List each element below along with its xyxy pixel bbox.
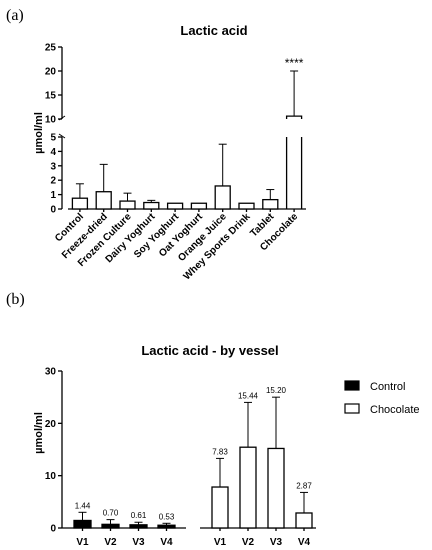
bar (95, 191, 112, 210)
y-tick-label: 5 (50, 133, 56, 144)
bar (262, 198, 279, 210)
axis-break-mark (58, 133, 66, 139)
data-label: 0.61 (131, 511, 147, 520)
significance-annotation: **** (285, 56, 304, 70)
bar (295, 512, 313, 529)
legend-swatch (344, 403, 360, 414)
legend-swatch (344, 380, 360, 391)
x-tick-label: V2 (104, 537, 117, 548)
x-tick-label: V4 (160, 537, 173, 548)
chart-a-ylabel: µmol/ml (33, 112, 45, 154)
chart-a-title: Lactic acid (180, 23, 247, 38)
bar (267, 447, 285, 529)
y-tick-label: 20 (45, 419, 57, 430)
chart-b-legend: Control Chocolate (344, 380, 420, 416)
bar (239, 446, 257, 529)
bar-upper (285, 115, 303, 119)
y-tick-label: 20 (45, 67, 57, 78)
bar (211, 486, 229, 529)
x-tick-label: V2 (242, 537, 255, 548)
chart-b-ylabel: µmol/ml (33, 412, 45, 454)
data-label: 7.83 (212, 447, 228, 456)
bar (101, 523, 120, 529)
y-tick-label: 30 (45, 367, 57, 378)
x-tick-label: V4 (298, 537, 311, 548)
x-tick-label: V3 (132, 537, 145, 548)
bar (71, 197, 89, 210)
bar (73, 519, 92, 529)
data-label: 2.87 (296, 481, 312, 490)
x-tick-label: V3 (270, 537, 283, 548)
bar (119, 200, 136, 210)
data-label: 15.20 (266, 386, 287, 395)
y-tick-label: 25 (45, 43, 57, 54)
x-tick-label: V1 (76, 537, 89, 548)
chart-b: 0 10 20 30 1.44 V1 0.70 V2 0.61 V3 0.53 V4 7.83 V1 15.… (45, 367, 316, 548)
y-tick-label: 15 (45, 91, 57, 102)
y-tick-label: 4 (50, 147, 56, 158)
bar (129, 524, 148, 529)
panel-label-b: (b) (6, 291, 25, 308)
bar (190, 202, 208, 210)
y-tick-label: 3 (50, 161, 56, 172)
y-tick-label: 0 (50, 205, 56, 216)
panel-label-a: (a) (6, 7, 24, 24)
bar (214, 185, 231, 210)
legend-label: Chocolate (370, 404, 420, 416)
y-tick-label: 10 (45, 115, 57, 126)
x-tick-label: V1 (214, 537, 227, 548)
data-label: 0.70 (103, 509, 119, 518)
data-label: 0.53 (159, 512, 175, 521)
data-label: 1.44 (75, 501, 91, 510)
y-tick-label: 10 (45, 471, 57, 482)
chart-a: 01234510152025ControlFreeze-driedFrozen … (45, 43, 306, 282)
data-label: 15.44 (238, 391, 259, 400)
y-tick-label: 0 (50, 524, 56, 535)
y-tick-label: 2 (50, 176, 56, 187)
bar-lower (285, 137, 303, 209)
legend-label: Control (370, 381, 405, 393)
bar (238, 202, 255, 210)
chart-b-title: Lactic acid - by vessel (141, 343, 278, 358)
bar (157, 524, 176, 529)
bar (166, 202, 184, 210)
y-tick-label: 1 (50, 190, 56, 201)
bar (143, 201, 160, 210)
